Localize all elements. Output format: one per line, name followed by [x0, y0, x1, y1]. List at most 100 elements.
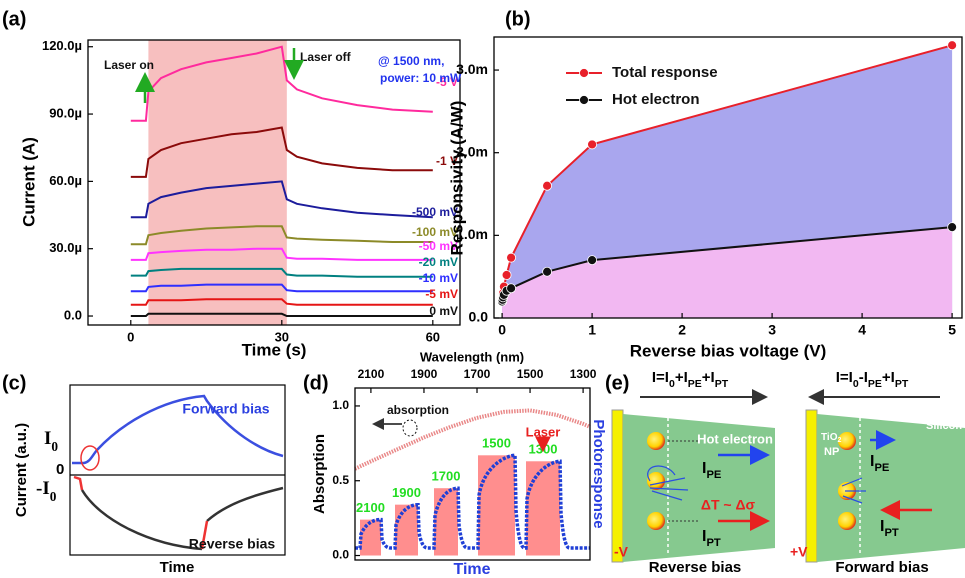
annotation: Laser on: [104, 58, 154, 72]
point: [506, 283, 517, 294]
series-label: -100 mV: [412, 225, 458, 239]
y-tick-label: 60.0µ: [49, 173, 82, 188]
y-tick-label: 0.0: [332, 548, 349, 562]
x-axis-label: Time (s): [242, 340, 307, 359]
point: [506, 252, 517, 263]
pulse-label: 2100: [356, 500, 385, 515]
eq-part: +I: [702, 369, 715, 386]
x-tick-label: 2100: [358, 367, 385, 381]
nanoparticle: [838, 512, 856, 530]
y-axis-label: Absorption: [311, 434, 328, 514]
ipt-part: I: [702, 528, 706, 545]
series-line: [130, 283, 433, 293]
highlight-circle: [80, 445, 100, 471]
x-tick-label: 2: [678, 322, 686, 338]
ipe-label: IPE: [702, 460, 722, 481]
annotation: power: 10 mW: [380, 71, 462, 85]
equation: I=I0+IPE+IPT: [652, 369, 729, 390]
zero-label: 0: [56, 461, 64, 478]
nanoparticle: [647, 512, 665, 530]
legend-label: Total response: [612, 64, 718, 81]
x-tick-label: 4: [858, 322, 866, 338]
electron-paths: [647, 465, 689, 501]
voltage-label: -V: [614, 544, 629, 560]
point: [501, 270, 512, 280]
series-line: [130, 312, 433, 317]
series-line: [130, 267, 433, 278]
equation: I=I0-IPE+IPT: [836, 369, 909, 390]
series-line: [130, 298, 433, 306]
series-line: [130, 247, 433, 261]
y-axis-label: Responsivity (A/W): [447, 101, 466, 256]
y-tick-label: 1.0m: [456, 226, 488, 242]
ipe-label: IPE: [870, 453, 890, 474]
series-label: -500 mV: [412, 205, 458, 219]
reverse-curve-start: [73, 475, 84, 491]
y-tick-label: 90.0µ: [49, 105, 82, 120]
panel-label: (b): [505, 8, 531, 30]
photoresponse-curve: [355, 453, 590, 550]
y-axis-label: Current (a.u.): [13, 423, 30, 517]
eq-part: PT: [715, 378, 729, 390]
ipt-label: IPT: [880, 518, 899, 539]
series-label: absorption: [387, 403, 449, 417]
y2-axis-label: Photoresponse: [590, 419, 607, 528]
x-tick-label: 0: [498, 322, 506, 338]
level-part: I: [44, 428, 51, 449]
plot-frame: [87, 39, 461, 326]
laser-pulse: [434, 488, 458, 556]
x-tick-label: 1700: [464, 367, 491, 381]
annotation: @ 1500 nm,: [378, 54, 444, 68]
np-label: NP: [824, 446, 839, 458]
x-tick-label: 1900: [411, 367, 438, 381]
laser-pulse: [526, 461, 560, 556]
point: [587, 139, 597, 150]
panel-c: (c) Current (a.u.) I0 0 -I0 Forward bias…: [2, 372, 286, 576]
nanoparticle: [838, 432, 856, 450]
eq-part: PE: [688, 378, 702, 390]
reverse-curve: [80, 486, 284, 551]
series-label: -20 mV: [419, 255, 458, 269]
point: [587, 255, 597, 266]
electrode: [611, 409, 624, 563]
series-label: -5 mV: [425, 287, 458, 301]
y-axis-label: Current (A): [19, 137, 38, 227]
series-area: [502, 227, 953, 318]
series-line: [130, 180, 433, 219]
ipe-part: I: [870, 453, 874, 470]
ipe-part: PE: [874, 462, 889, 474]
series-line: [130, 225, 433, 246]
x-tick-label: 1300: [570, 367, 597, 381]
silicon-label: Silicon: [926, 420, 962, 432]
y-tick-label: 0.5: [332, 473, 349, 487]
x-tick-label: 3: [768, 322, 776, 338]
y-tick-label: 2.0m: [456, 143, 488, 159]
point: [947, 40, 957, 51]
plot-frame: [354, 387, 591, 561]
pulse-label: 1900: [392, 485, 421, 500]
eq-part: PT: [895, 378, 909, 390]
laser-pulse: [478, 455, 515, 556]
tio2-part: TiO: [821, 432, 838, 443]
y-tick-label: 3.0m: [456, 61, 488, 77]
hot-electron-label: Hot electron: [697, 431, 773, 446]
caption: Reverse bias: [649, 559, 742, 576]
annotation: Laser: [526, 425, 561, 440]
panel-label: (c): [2, 372, 26, 394]
tio2-part: 2: [837, 437, 841, 444]
curve-marker: [402, 419, 418, 437]
y-tick-label: 120.0µ: [42, 38, 82, 53]
eq-part: +I: [882, 369, 895, 386]
point: [542, 266, 552, 277]
legend-marker: [579, 95, 589, 105]
level-part: 0: [50, 489, 57, 504]
eq-part: +I: [675, 369, 688, 386]
y-tick-label: 30.0µ: [49, 240, 82, 255]
forward-label: Forward bias: [182, 401, 269, 417]
nanoparticle: [647, 472, 665, 490]
ipt-label: IPT: [702, 528, 721, 549]
y-tick-label: 0.0: [469, 309, 489, 325]
x-axis-label: Time: [160, 559, 195, 576]
plot-frame: [69, 384, 286, 556]
